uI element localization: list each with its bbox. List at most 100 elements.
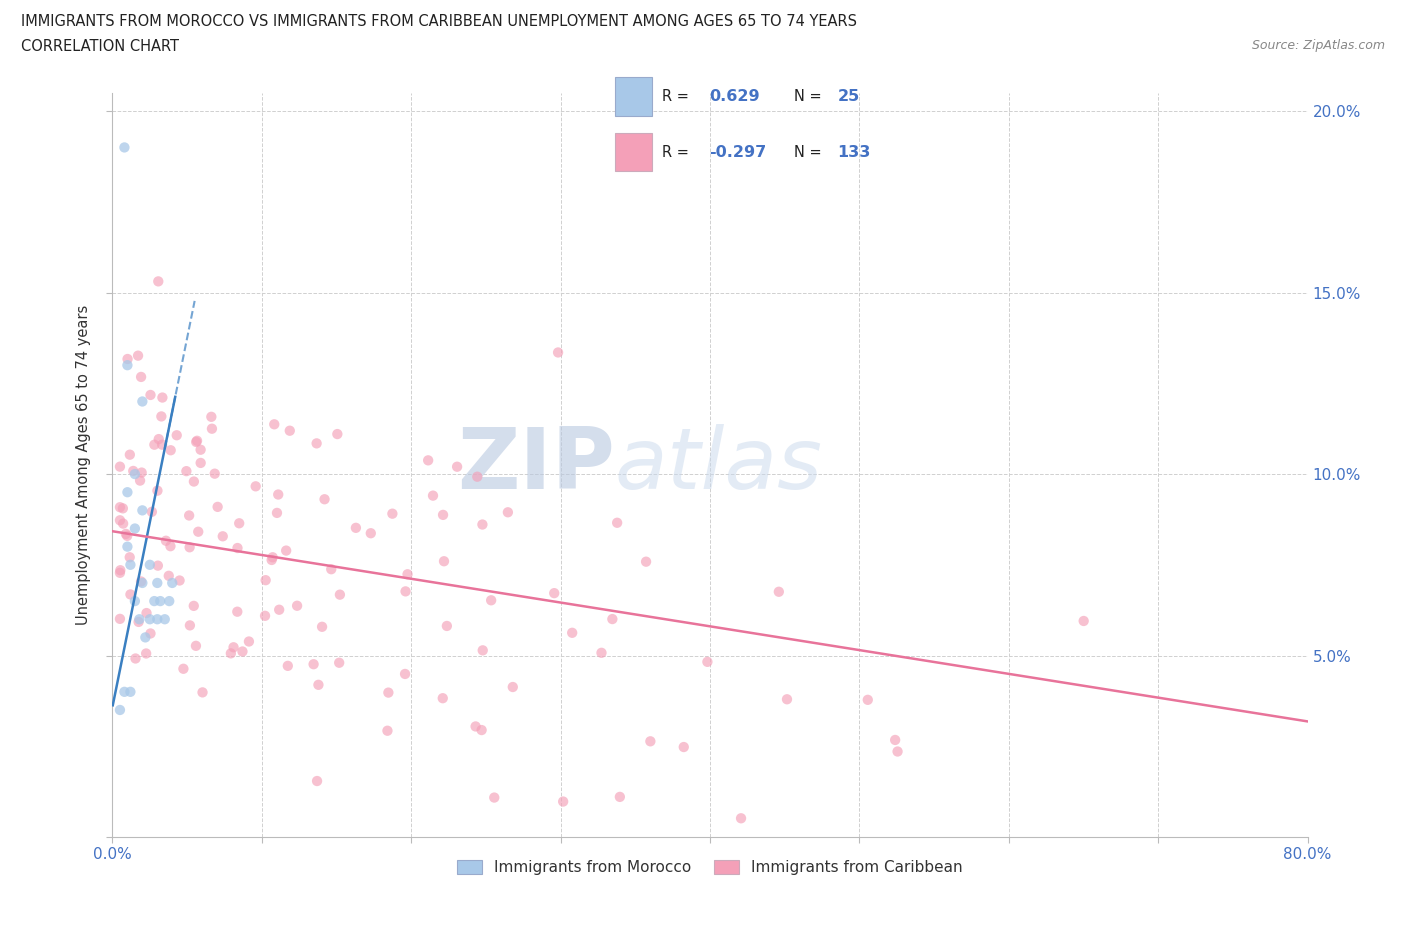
- Point: [204, 466, 226, 481]
- Point: [108, 565, 131, 580]
- Legend: Immigrants from Morocco, Immigrants from Caribbean: Immigrants from Morocco, Immigrants from…: [451, 854, 969, 882]
- Point: [149, 593, 172, 608]
- Point: [377, 724, 399, 738]
- Point: [502, 680, 524, 695]
- Point: [496, 505, 519, 520]
- Point: [266, 506, 288, 521]
- Point: [381, 506, 404, 521]
- Point: [396, 566, 419, 581]
- Point: [222, 640, 245, 655]
- Point: [262, 550, 284, 565]
- Point: [183, 598, 205, 613]
- Y-axis label: Unemployment Among Ages 65 to 74 years: Unemployment Among Ages 65 to 74 years: [76, 305, 91, 625]
- Point: [422, 488, 444, 503]
- Point: [139, 557, 162, 572]
- Point: [117, 352, 139, 366]
- Point: [636, 554, 658, 569]
- Point: [307, 774, 329, 789]
- Point: [543, 586, 565, 601]
- Point: [484, 790, 506, 805]
- Point: [172, 661, 194, 676]
- Point: [207, 499, 229, 514]
- Point: [606, 515, 628, 530]
- Point: [131, 465, 153, 480]
- Point: [162, 576, 183, 591]
- Point: [609, 790, 631, 804]
- Point: [302, 657, 325, 671]
- Text: R =: R =: [662, 89, 693, 104]
- Point: [263, 417, 285, 432]
- Point: [432, 691, 454, 706]
- Text: N =: N =: [793, 145, 825, 160]
- Point: [394, 667, 416, 682]
- Point: [124, 651, 146, 666]
- Point: [108, 499, 131, 514]
- Text: -0.297: -0.297: [709, 145, 766, 160]
- Point: [471, 643, 494, 658]
- Point: [139, 612, 162, 627]
- Point: [269, 603, 291, 618]
- Point: [131, 394, 153, 409]
- Point: [201, 421, 224, 436]
- Point: [118, 447, 141, 462]
- Point: [117, 358, 139, 373]
- Point: [277, 658, 299, 673]
- Point: [134, 630, 156, 644]
- Point: [124, 467, 146, 482]
- Point: [111, 501, 134, 516]
- Point: [146, 612, 169, 627]
- Point: [114, 140, 135, 155]
- Point: [110, 563, 132, 578]
- Point: [159, 443, 181, 458]
- Point: [122, 463, 145, 478]
- Point: [120, 684, 142, 699]
- Point: [155, 533, 177, 548]
- Point: [131, 503, 153, 518]
- Point: [190, 443, 212, 458]
- Point: [464, 719, 486, 734]
- Text: 0.629: 0.629: [709, 89, 759, 104]
- Point: [141, 504, 163, 519]
- Point: [884, 733, 907, 748]
- Point: [148, 432, 170, 446]
- Point: [311, 619, 333, 634]
- Point: [211, 529, 233, 544]
- Point: [326, 427, 349, 442]
- Point: [120, 557, 142, 572]
- Point: [886, 744, 908, 759]
- Point: [127, 348, 149, 363]
- Point: [228, 516, 250, 531]
- Point: [115, 528, 138, 543]
- Point: [183, 474, 205, 489]
- Text: Source: ZipAtlas.com: Source: ZipAtlas.com: [1251, 39, 1385, 52]
- Point: [148, 274, 170, 289]
- Point: [157, 568, 180, 583]
- Point: [267, 487, 290, 502]
- Point: [150, 409, 173, 424]
- Point: [471, 723, 494, 737]
- Point: [115, 526, 138, 541]
- Point: [328, 656, 350, 671]
- Point: [131, 576, 153, 591]
- Point: [591, 645, 613, 660]
- Point: [856, 693, 879, 708]
- Text: N =: N =: [793, 89, 825, 104]
- Point: [135, 646, 157, 661]
- Bar: [614, 133, 652, 171]
- Point: [219, 646, 242, 661]
- Text: 25: 25: [838, 89, 859, 104]
- Point: [200, 409, 222, 424]
- Point: [479, 592, 502, 607]
- Text: IMMIGRANTS FROM MOROCCO VS IMMIGRANTS FROM CARIBBEAN UNEMPLOYMENT AMONG AGES 65 : IMMIGRANTS FROM MOROCCO VS IMMIGRANTS FR…: [21, 14, 858, 29]
- Point: [108, 459, 131, 474]
- Point: [433, 553, 456, 568]
- Point: [394, 584, 416, 599]
- Point: [124, 593, 146, 608]
- Point: [139, 626, 162, 641]
- Point: [176, 464, 198, 479]
- Point: [139, 388, 162, 403]
- Point: [146, 484, 169, 498]
- Point: [153, 612, 176, 627]
- Point: [432, 508, 454, 523]
- Point: [254, 573, 277, 588]
